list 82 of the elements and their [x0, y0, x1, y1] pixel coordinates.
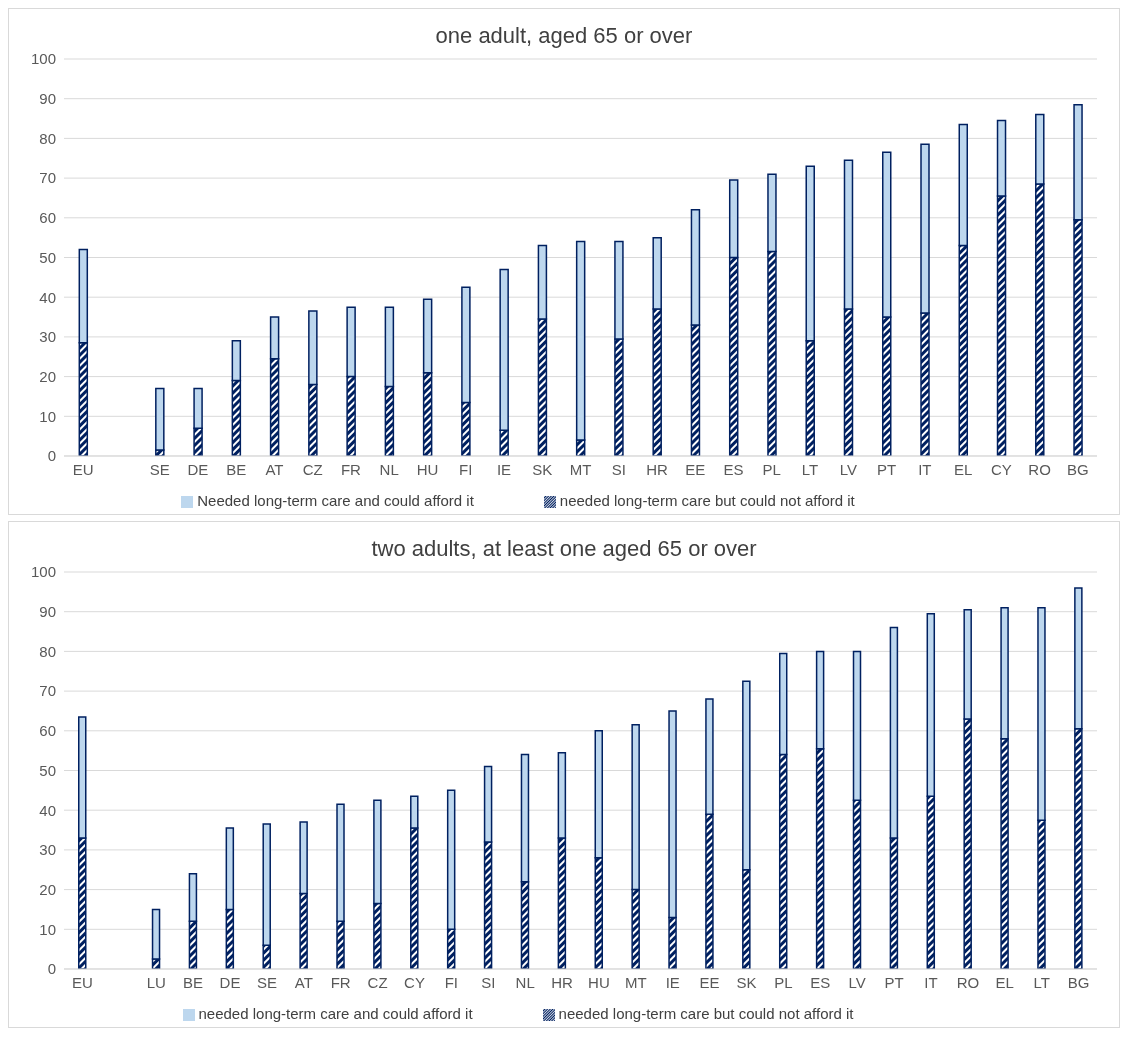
x-tick-label: BG: [1067, 460, 1089, 478]
x-tick-label: CY: [404, 973, 425, 991]
x-tick-label: SK: [736, 973, 757, 991]
x-tick-label: IT: [924, 973, 938, 991]
x-tick-label: EU: [72, 973, 93, 991]
x-tick-label: RO: [1028, 460, 1051, 478]
legend-label: Needed long-term care and could afford it: [197, 492, 474, 509]
x-tick-label: AT: [265, 460, 284, 478]
x-tick-label: HR: [646, 460, 669, 478]
y-tick-label: 70: [39, 169, 56, 187]
y-tick-label: 20: [39, 880, 56, 898]
y-tick-label: 20: [39, 367, 56, 385]
legend-label: needed long-term care and could afford it: [198, 1005, 473, 1022]
x-tick-label: NL: [515, 973, 535, 991]
x-tick-label: HU: [416, 460, 439, 478]
y-tick-label: 70: [39, 682, 56, 700]
x-tick-label: ES: [723, 460, 744, 478]
x-tick-label: EL: [995, 973, 1014, 991]
y-tick-label: 50: [39, 761, 56, 779]
x-tick-label: MT: [569, 460, 592, 478]
x-tick-label: LT: [801, 460, 819, 478]
x-tick-label: FI: [444, 973, 459, 991]
x-tick-label: PL: [762, 460, 781, 478]
y-tick-label: 90: [39, 603, 56, 621]
y-tick-label: 0: [47, 447, 56, 465]
x-tick-label: SE: [256, 973, 277, 991]
chart-title: two adults, at least one aged 65 or over: [370, 535, 758, 562]
x-tick-label: SE: [149, 460, 170, 478]
x-tick-label: PL: [774, 973, 793, 991]
y-tick-label: 90: [39, 90, 56, 108]
y-tick-label: 50: [39, 248, 56, 266]
y-tick-label: 100: [30, 50, 56, 68]
x-tick-label: SI: [611, 460, 626, 478]
y-tick-label: 30: [39, 841, 56, 859]
y-tick-label: 80: [39, 642, 56, 660]
x-tick-label: IE: [496, 460, 512, 478]
y-tick-label: 40: [39, 801, 56, 819]
legend-label: needed long-term care but could not afford it: [558, 1005, 854, 1022]
x-tick-label: DE: [219, 973, 241, 991]
x-tick-label: SK: [532, 460, 553, 478]
y-tick-label: 30: [39, 328, 56, 346]
x-tick-label: BE: [183, 973, 204, 991]
x-tick-label: DE: [187, 460, 209, 478]
y-tick-label: 40: [39, 288, 56, 306]
x-tick-label: ES: [810, 973, 831, 991]
x-tick-label: FR: [330, 973, 351, 991]
x-tick-label: PT: [876, 460, 897, 478]
x-tick-label: BG: [1067, 973, 1090, 991]
x-tick-label: IE: [665, 973, 680, 991]
y-tick-label: 10: [39, 407, 56, 425]
chart-title: one adult, aged 65 or over: [434, 22, 694, 49]
x-tick-label: LT: [1033, 973, 1050, 991]
y-tick-label: 60: [39, 722, 56, 740]
x-tick-label: LV: [848, 973, 866, 991]
x-tick-label: HU: [588, 973, 610, 991]
y-tick-label: 60: [39, 209, 56, 227]
x-tick-label: CY: [990, 460, 1012, 478]
y-tick-label: 100: [30, 563, 56, 581]
x-tick-label: CZ: [302, 460, 323, 478]
x-tick-label: CZ: [367, 973, 388, 991]
x-tick-label: AT: [294, 973, 313, 991]
x-tick-label: LU: [146, 973, 166, 991]
x-tick-label: BE: [226, 460, 247, 478]
x-tick-label: IT: [918, 460, 932, 478]
x-tick-label: PT: [884, 973, 904, 991]
x-tick-label: MT: [625, 973, 647, 991]
x-tick-label: FR: [340, 460, 362, 478]
x-tick-label: FI: [459, 460, 473, 478]
x-tick-label: NL: [379, 460, 399, 478]
x-tick-label: EE: [685, 460, 706, 478]
x-tick-label: RO: [956, 973, 980, 991]
x-tick-label: SI: [481, 973, 496, 991]
y-tick-label: 80: [39, 129, 56, 147]
x-tick-label: HR: [551, 973, 574, 991]
x-tick-label: LV: [839, 460, 857, 478]
x-tick-label: EE: [699, 973, 720, 991]
x-tick-label: EU: [72, 460, 94, 478]
y-tick-label: 10: [39, 920, 56, 938]
x-tick-label: EL: [953, 460, 973, 478]
bar: [155, 387, 165, 451]
legend-label: needed long-term care but could not afford it: [559, 492, 855, 509]
y-tick-label: 0: [47, 960, 56, 978]
